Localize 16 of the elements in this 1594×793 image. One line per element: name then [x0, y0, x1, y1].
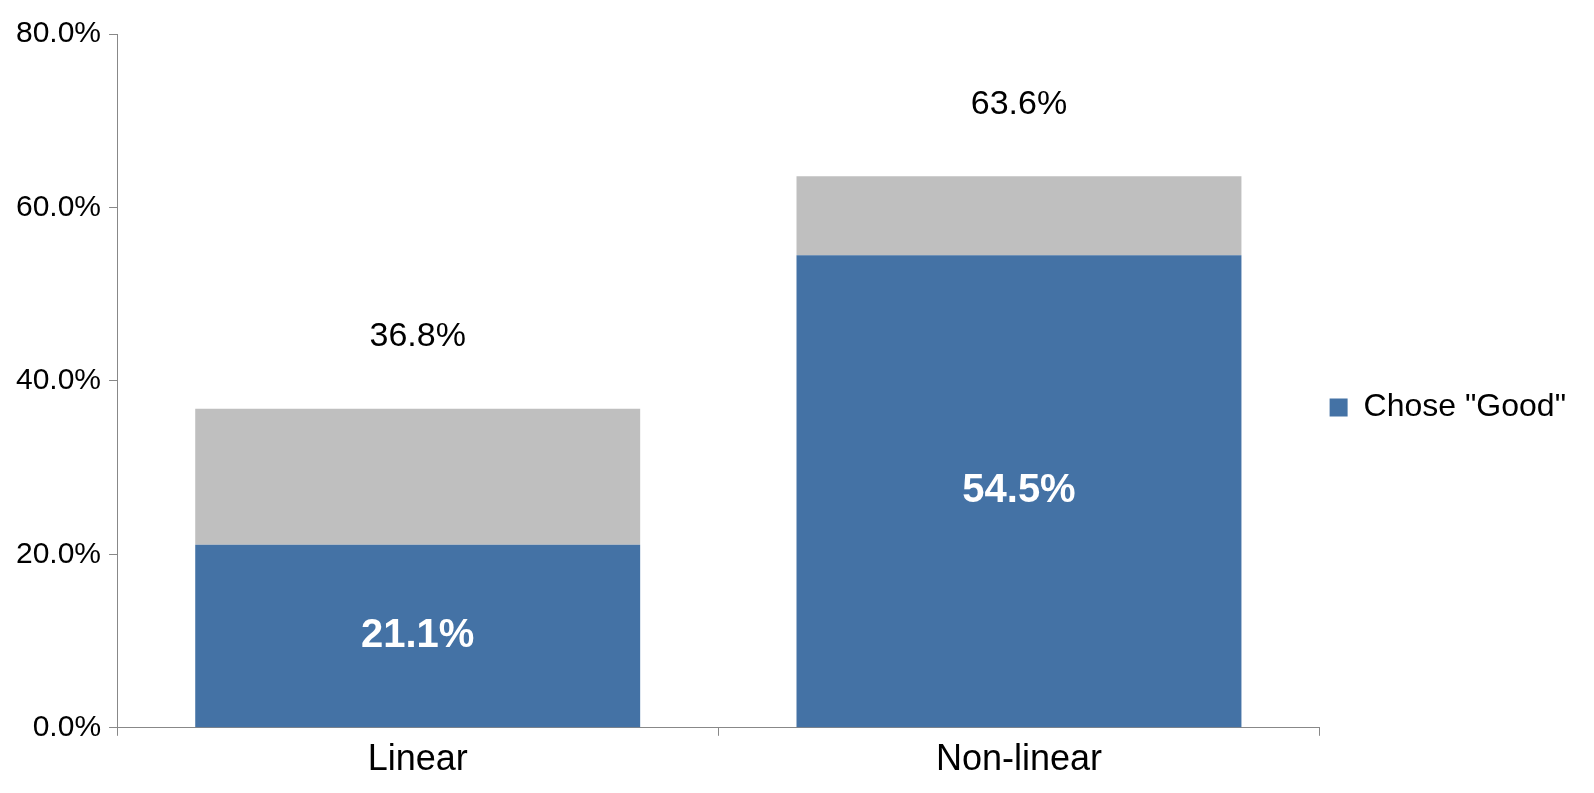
y-tick-label: 20.0% [15, 535, 102, 569]
data-label: 54.5% [962, 466, 1076, 511]
y-tick-label: 40.0% [15, 362, 102, 396]
x-tick-label: Linear [367, 737, 468, 779]
bar [195, 408, 641, 545]
legend-label: Chose "Good" [1363, 387, 1566, 424]
total-label: 63.6% [970, 82, 1068, 121]
x-tick-label: Non-linear [935, 737, 1103, 779]
y-tick-label: 80.0% [15, 15, 102, 49]
data-label: 21.1% [360, 611, 475, 656]
bar [796, 176, 1242, 256]
y-tick-label: 60.0% [15, 188, 102, 222]
bar [796, 255, 1242, 728]
total-label: 36.8% [369, 315, 466, 354]
bar [195, 544, 641, 728]
y-tick-label: 0.0% [32, 709, 102, 743]
